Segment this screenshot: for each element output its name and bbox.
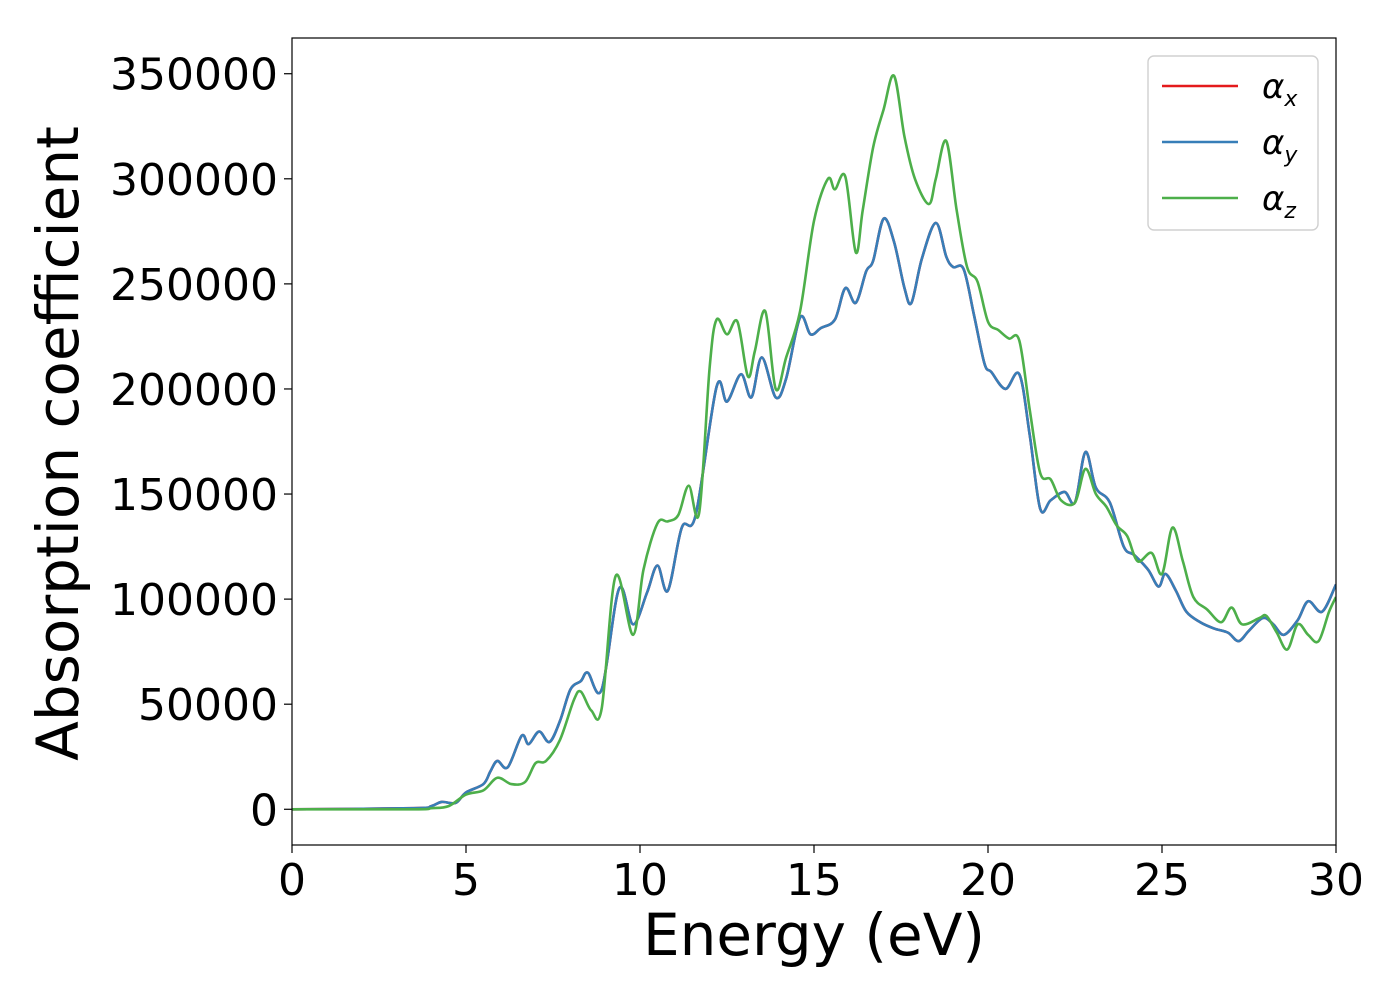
x-tick-label: 30 (1308, 855, 1364, 906)
x-tick-label: 15 (786, 855, 842, 906)
y-tick-label: 250000 (110, 260, 278, 311)
y-tick-label: 350000 (110, 50, 278, 101)
x-tick-label: 20 (960, 855, 1016, 906)
y-axis: 0 50000 100000 150000 200000 250000 300000 3500… (110, 50, 292, 836)
series-line-y (292, 217, 1336, 811)
y-tick-label: 100000 (110, 575, 278, 626)
y-tick-label: 50000 (138, 680, 278, 731)
x-tick-label: 0 (278, 855, 306, 906)
series-line-x (292, 217, 1336, 811)
series-layer (292, 74, 1336, 811)
legend: αx αy αz (1147, 55, 1319, 231)
x-axis: 0 5 10 15 20 25 30 (278, 845, 1364, 906)
legend-label-y: αy (1262, 123, 1298, 168)
x-tick-label: 10 (612, 855, 668, 906)
y-tick-label: 0 (250, 785, 278, 836)
series-line-z (292, 74, 1336, 811)
y-tick-label: 150000 (110, 470, 278, 521)
y-tick-label: 200000 (110, 365, 278, 416)
y-axis-title: Absorption coefficient (24, 126, 92, 761)
legend-label-z: αz (1262, 179, 1296, 224)
x-axis-title: Energy (eV) (643, 901, 985, 969)
x-tick-label: 25 (1134, 855, 1190, 906)
legend-label-x: αx (1262, 67, 1298, 112)
x-tick-label: 5 (452, 855, 480, 906)
y-tick-label: 300000 (110, 155, 278, 206)
